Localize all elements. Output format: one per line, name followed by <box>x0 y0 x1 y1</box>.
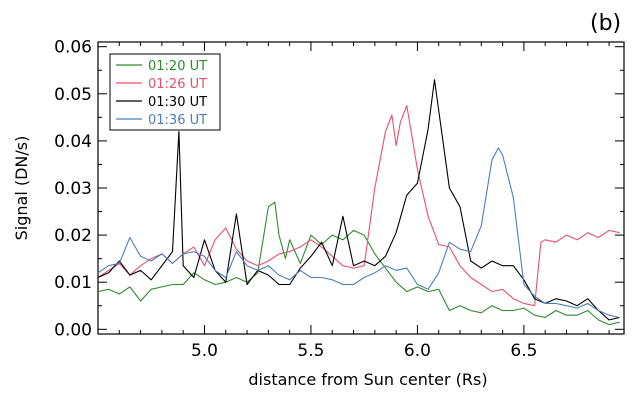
series-line-2 <box>97 105 620 307</box>
legend-box <box>109 53 221 131</box>
x-tick-label: 6.0 <box>404 341 431 361</box>
y-tick-label: 0.05 <box>54 85 92 105</box>
legend-label: 01:20 UT <box>148 59 207 74</box>
y-tick-label: 0.03 <box>54 179 92 199</box>
y-tick-label: 0.01 <box>54 273 92 293</box>
panel-label: (b) <box>590 11 621 36</box>
legend-label: 01:30 UT <box>148 95 207 110</box>
axis-ticks: 0.00 0.01 0.02 0.03 0.04 0.05 0.06 5.0 5.5 6.0 6.5 <box>54 38 624 361</box>
series-line-1 <box>97 201 620 326</box>
x-tick-label: 6.5 <box>510 341 537 361</box>
series-layer <box>97 79 620 326</box>
y-tick-label: 0.02 <box>54 226 92 246</box>
legend-label: 01:36 UT <box>148 113 207 128</box>
series-line-3 <box>97 79 620 321</box>
legend: 01:20 UT 01:26 UT 01:30 UT 01:36 UT <box>109 53 221 131</box>
y-axis-label: Signal (DN/s) <box>12 136 31 241</box>
x-tick-label: 5.0 <box>191 341 218 361</box>
y-tick-label: 0.06 <box>54 38 92 58</box>
x-tick-label: 5.5 <box>297 341 324 361</box>
y-tick-label: 0.04 <box>54 132 92 152</box>
y-tick-label: 0.00 <box>54 320 92 340</box>
legend-label: 01:26 UT <box>148 77 207 92</box>
x-axis-label: distance from Sun center (Rs) <box>248 370 487 389</box>
series-line-4 <box>97 147 620 319</box>
